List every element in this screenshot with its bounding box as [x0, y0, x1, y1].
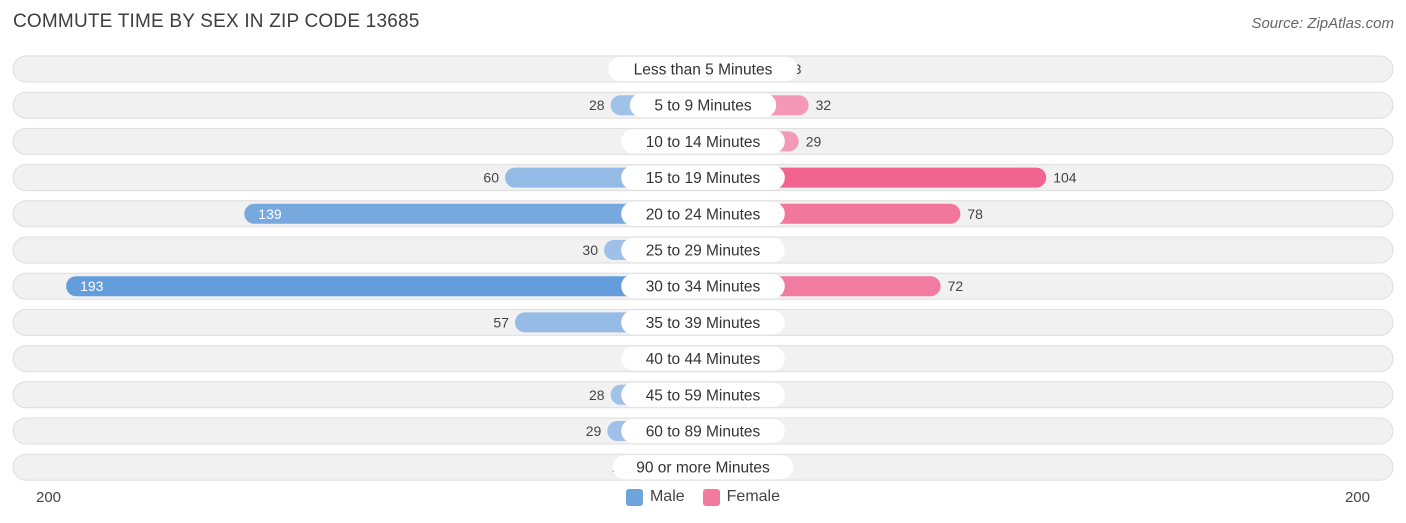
category-label: 45 to 59 Minutes	[646, 387, 761, 404]
category-label: 15 to 19 Minutes	[646, 170, 761, 187]
category-label: 30 to 34 Minutes	[646, 279, 761, 296]
bar-male	[66, 276, 714, 297]
category-pill	[629, 93, 777, 118]
category-label: 20 to 24 Minutes	[646, 206, 761, 223]
value-label-female: 104	[1053, 170, 1077, 186]
category-label: 60 to 89 Minutes	[646, 424, 761, 441]
category-label: 25 to 29 Minutes	[646, 243, 761, 260]
category-pill	[621, 129, 785, 154]
legend-item-female: Female	[702, 488, 781, 506]
category-pill	[621, 310, 785, 335]
category-label: 5 to 9 Minutes	[654, 98, 752, 115]
value-label-female: 32	[816, 97, 832, 113]
category-pill	[621, 419, 785, 443]
value-label-male: 28	[589, 97, 605, 113]
value-label-male: 193	[80, 278, 104, 294]
category-pill	[621, 201, 785, 226]
value-label-male: 30	[582, 242, 598, 258]
category-pill	[621, 382, 785, 407]
chart-title: COMMUTE TIME BY SEX IN ZIP CODE 13685	[13, 11, 420, 32]
value-label-female: 72	[948, 278, 964, 294]
value-label-female: 78	[967, 206, 983, 222]
value-label-male: 60	[483, 170, 499, 186]
legend: Male Female	[0, 488, 1406, 506]
legend-label-male: Male	[649, 488, 685, 505]
category-pill	[621, 165, 785, 190]
category-pill	[608, 57, 798, 81]
category-label: 90 or more Minutes	[636, 460, 770, 477]
category-pill	[621, 274, 785, 299]
category-pill	[621, 346, 785, 371]
category-label: 35 to 39 Minutes	[646, 315, 761, 332]
category-label: 40 to 44 Minutes	[646, 351, 761, 368]
value-label-male: 57	[493, 314, 509, 330]
bar-male	[244, 203, 714, 224]
category-pill	[621, 238, 785, 262]
value-label-male: 29	[586, 423, 602, 439]
category-pill	[612, 455, 794, 480]
category-label: 10 to 14 Minutes	[646, 134, 761, 151]
legend-swatch-female	[702, 488, 720, 506]
value-label-female: 29	[806, 133, 822, 149]
legend-item-male: Male	[625, 488, 685, 506]
value-label-male: 139	[258, 206, 282, 222]
axis-right-label: 200	[1344, 489, 1370, 506]
source-label: Source: ZipAtlas.com	[1251, 15, 1394, 32]
category-label: Less than 5 Minutes	[634, 62, 773, 79]
legend-label-female: Female	[726, 488, 781, 505]
axis-left-label: 200	[36, 489, 62, 506]
value-label-male: 28	[589, 387, 605, 403]
legend-swatch-male	[625, 488, 643, 506]
